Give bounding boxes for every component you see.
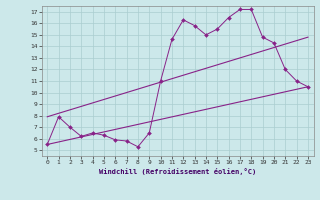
X-axis label: Windchill (Refroidissement éolien,°C): Windchill (Refroidissement éolien,°C) bbox=[99, 168, 256, 175]
